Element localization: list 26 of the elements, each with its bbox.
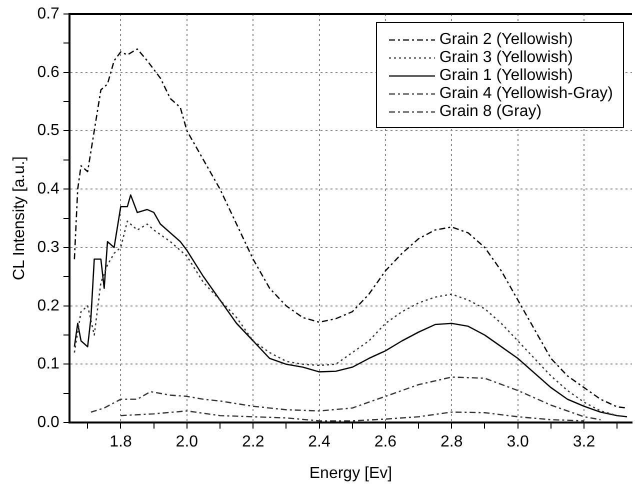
y-tick-label: 0.7 bbox=[37, 5, 60, 22]
x-tick-label: 2.0 bbox=[176, 434, 198, 451]
x-axis-title: Energy [Ev] bbox=[309, 464, 392, 482]
legend-label: Grain 4 (Yellowish-Gray) bbox=[439, 85, 613, 103]
y-tick-label: 0.2 bbox=[37, 297, 60, 314]
y-tick-label: 0.5 bbox=[37, 122, 60, 140]
line-series bbox=[90, 376, 602, 420]
line-series bbox=[74, 48, 628, 409]
x-tick-label: 2.2 bbox=[242, 434, 264, 451]
x-tick-label: 2.8 bbox=[440, 434, 463, 451]
y-tick-label: 0.4 bbox=[37, 180, 60, 198]
line-series bbox=[120, 410, 585, 422]
x-tick-label: 1.8 bbox=[110, 434, 132, 451]
x-tick-label: 3.2 bbox=[572, 434, 596, 451]
x-tick-label: 2.4 bbox=[308, 434, 331, 451]
legend-label: Grain 1 (Yellowish) bbox=[439, 67, 573, 85]
legend-label: Grain 2 (Yellowish) bbox=[439, 31, 573, 49]
x-tick-label: 3.0 bbox=[506, 434, 530, 451]
legend-label: Grain 3 (Yellowish) bbox=[439, 49, 573, 67]
x-tick-label: 2.6 bbox=[374, 434, 397, 451]
y-axis-title: CL Intensity [a.u.] bbox=[11, 156, 28, 280]
legend-label: Grain 8 (Gray) bbox=[439, 103, 542, 121]
y-tick-label: 0.1 bbox=[37, 356, 60, 373]
y-tick-label: 0.3 bbox=[37, 238, 60, 256]
y-tick-label: 0.0 bbox=[37, 414, 60, 432]
y-tick-label: 0.6 bbox=[37, 64, 60, 81]
